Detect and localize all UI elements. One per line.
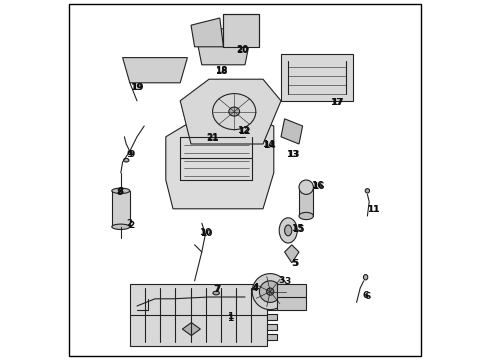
Polygon shape	[180, 79, 281, 144]
Text: 5: 5	[291, 259, 297, 269]
Ellipse shape	[365, 189, 369, 193]
Text: 6: 6	[363, 292, 368, 300]
Text: 14: 14	[263, 141, 276, 150]
Text: 13: 13	[287, 150, 299, 159]
Bar	[299, 187, 314, 216]
Text: 8: 8	[117, 189, 123, 197]
Text: 2: 2	[127, 219, 133, 228]
Text: 1: 1	[227, 314, 234, 323]
Text: 11: 11	[368, 205, 380, 215]
Text: 3: 3	[284, 277, 290, 286]
Ellipse shape	[229, 107, 240, 116]
Text: 14: 14	[262, 140, 275, 149]
Ellipse shape	[112, 188, 130, 194]
Ellipse shape	[285, 225, 292, 236]
Polygon shape	[191, 18, 223, 47]
Text: 9: 9	[128, 150, 135, 159]
Text: 11: 11	[368, 205, 380, 214]
Bar	[112, 191, 130, 227]
Text: 18: 18	[215, 66, 228, 75]
Text: 13: 13	[286, 150, 299, 159]
Text: 12: 12	[237, 126, 249, 135]
Text: 15: 15	[292, 225, 304, 234]
Bar	[267, 334, 277, 340]
Text: 3: 3	[278, 276, 284, 285]
Text: 19: 19	[130, 84, 143, 93]
Text: 10: 10	[199, 228, 212, 237]
Polygon shape	[122, 58, 187, 83]
Text: 7: 7	[213, 285, 220, 294]
Text: 2: 2	[128, 220, 134, 230]
Ellipse shape	[299, 180, 314, 194]
Text: 21: 21	[206, 134, 219, 143]
Text: 15: 15	[291, 224, 303, 233]
Bar	[267, 303, 277, 310]
Text: 12: 12	[238, 127, 250, 136]
Text: 17: 17	[330, 98, 343, 107]
Text: 19: 19	[131, 83, 143, 92]
Ellipse shape	[252, 274, 288, 310]
Ellipse shape	[213, 291, 220, 295]
Text: 5: 5	[292, 259, 298, 268]
Ellipse shape	[123, 158, 129, 162]
Bar	[277, 284, 306, 310]
Text: 1: 1	[227, 312, 234, 321]
Polygon shape	[195, 29, 252, 65]
Text: 20: 20	[236, 45, 248, 54]
Bar	[267, 293, 277, 300]
Polygon shape	[182, 323, 200, 336]
Ellipse shape	[259, 281, 281, 302]
Ellipse shape	[364, 274, 368, 280]
Text: 17: 17	[331, 99, 344, 108]
Polygon shape	[166, 115, 274, 209]
Text: 9: 9	[126, 150, 133, 159]
Text: 6: 6	[364, 292, 370, 301]
Bar	[267, 324, 277, 330]
Text: 16: 16	[312, 182, 324, 191]
Text: 8: 8	[118, 188, 124, 197]
Bar	[267, 314, 277, 320]
Ellipse shape	[299, 212, 314, 220]
Polygon shape	[285, 245, 299, 263]
Polygon shape	[281, 54, 353, 101]
Text: 7: 7	[215, 285, 221, 294]
Text: 16: 16	[311, 181, 323, 190]
Text: 21: 21	[206, 133, 219, 142]
Ellipse shape	[267, 288, 274, 295]
Text: 20: 20	[236, 46, 248, 55]
Polygon shape	[281, 119, 303, 144]
Text: 10: 10	[200, 229, 213, 238]
Bar	[130, 284, 267, 346]
Text: 4: 4	[252, 284, 258, 293]
Ellipse shape	[279, 218, 297, 243]
Ellipse shape	[112, 224, 130, 230]
Text: 4: 4	[253, 284, 259, 292]
Text: 18: 18	[215, 67, 227, 76]
Polygon shape	[223, 14, 259, 47]
